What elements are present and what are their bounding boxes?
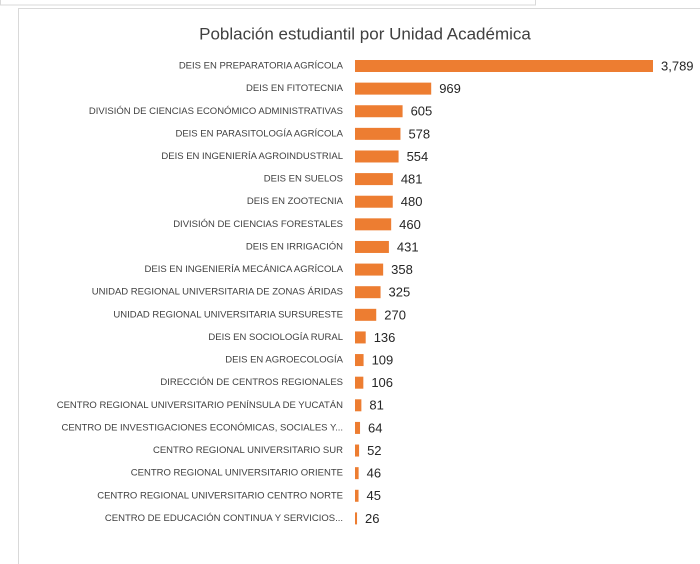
value-label: 81	[369, 398, 383, 413]
bar	[355, 354, 364, 367]
top-panel-edge	[0, 0, 536, 6]
value-label: 605	[411, 104, 433, 119]
value-label: 358	[391, 262, 413, 277]
bar	[355, 376, 364, 389]
value-label: 52	[367, 443, 381, 458]
category-label: DIVISIÓN DE CIENCIAS FORESTALES	[173, 219, 343, 230]
category-label: DEIS EN ZOOTECNIA	[247, 196, 344, 207]
category-label: UNIDAD REGIONAL UNIVERSITARIA SURSURESTE	[113, 309, 343, 320]
bar	[355, 173, 393, 186]
bar	[355, 82, 432, 95]
category-label: DIRECCIÓN DE CENTROS REGIONALES	[160, 377, 343, 388]
category-label: CENTRO REGIONAL UNIVERSITARIO ORIENTE	[131, 468, 343, 479]
category-label: CENTRO REGIONAL UNIVERSITARIO PENÍNSULA …	[57, 400, 343, 411]
bar	[355, 127, 401, 140]
bar	[355, 444, 360, 457]
category-label: DEIS EN SOCIOLOGÍA RURAL	[208, 332, 343, 343]
bar	[355, 467, 359, 480]
category-label: DEIS EN PARASITOLOGÍA AGRÍCOLA	[175, 128, 343, 139]
bar	[355, 421, 361, 434]
value-label: 26	[365, 511, 379, 526]
category-label: DEIS EN AGROECOLOGÍA	[225, 355, 343, 366]
value-label: 3,789	[661, 58, 694, 73]
value-label: 136	[374, 330, 396, 345]
bar	[355, 60, 653, 72]
value-label: 325	[389, 285, 411, 300]
value-label: 554	[407, 149, 429, 164]
bar	[355, 105, 403, 118]
category-label: DIVISIÓN DE CIENCIAS ECONÓMICO ADMINISTR…	[89, 106, 343, 117]
bar	[355, 399, 362, 412]
category-label: DEIS EN SUELOS	[264, 174, 343, 185]
bar	[355, 308, 377, 321]
value-label: 106	[371, 375, 393, 390]
category-label: DEIS EN INGENIERÍA MECÁNICA AGRÍCOLA	[145, 264, 344, 275]
value-label: 460	[399, 217, 421, 232]
value-label: 480	[401, 194, 423, 209]
value-label: 45	[367, 488, 381, 503]
bar	[355, 331, 366, 344]
category-label: DEIS EN INGENIERÍA AGROINDUSTRIAL	[161, 151, 343, 162]
bar	[355, 263, 384, 276]
value-label: 64	[368, 420, 382, 435]
value-label: 270	[384, 307, 406, 322]
value-label: 46	[367, 466, 381, 481]
bar	[355, 218, 392, 231]
bar	[355, 150, 399, 163]
value-label: 969	[439, 81, 461, 96]
bar	[355, 195, 393, 208]
category-label: DEIS EN FITOTECNIA	[246, 83, 344, 94]
value-label: 578	[408, 126, 430, 141]
category-label: CENTRO DE EDUCACIÓN CONTINUA Y SERVICIOS…	[105, 513, 343, 524]
chart-title: Población estudiantil por Unidad Académi…	[199, 24, 531, 43]
category-label: CENTRO REGIONAL UNIVERSITARIO SUR	[153, 445, 343, 456]
bar	[355, 240, 389, 253]
category-label: CENTRO DE INVESTIGACIONES ECONÓMICAS, SO…	[61, 422, 343, 433]
bar	[355, 489, 359, 502]
category-label: UNIDAD REGIONAL UNIVERSITARIA DE ZONAS Á…	[92, 287, 343, 298]
value-label: 109	[372, 352, 394, 367]
bar	[355, 512, 358, 525]
category-label: CENTRO REGIONAL UNIVERSITARIO CENTRO NOR…	[97, 490, 343, 501]
value-label: 481	[401, 172, 423, 187]
bar	[355, 286, 381, 299]
category-label: DEIS EN IRRIGACIÓN	[246, 241, 343, 252]
value-label: 431	[397, 239, 419, 254]
category-label: DEIS EN PREPARATORIA AGRÍCOLA	[179, 61, 344, 72]
